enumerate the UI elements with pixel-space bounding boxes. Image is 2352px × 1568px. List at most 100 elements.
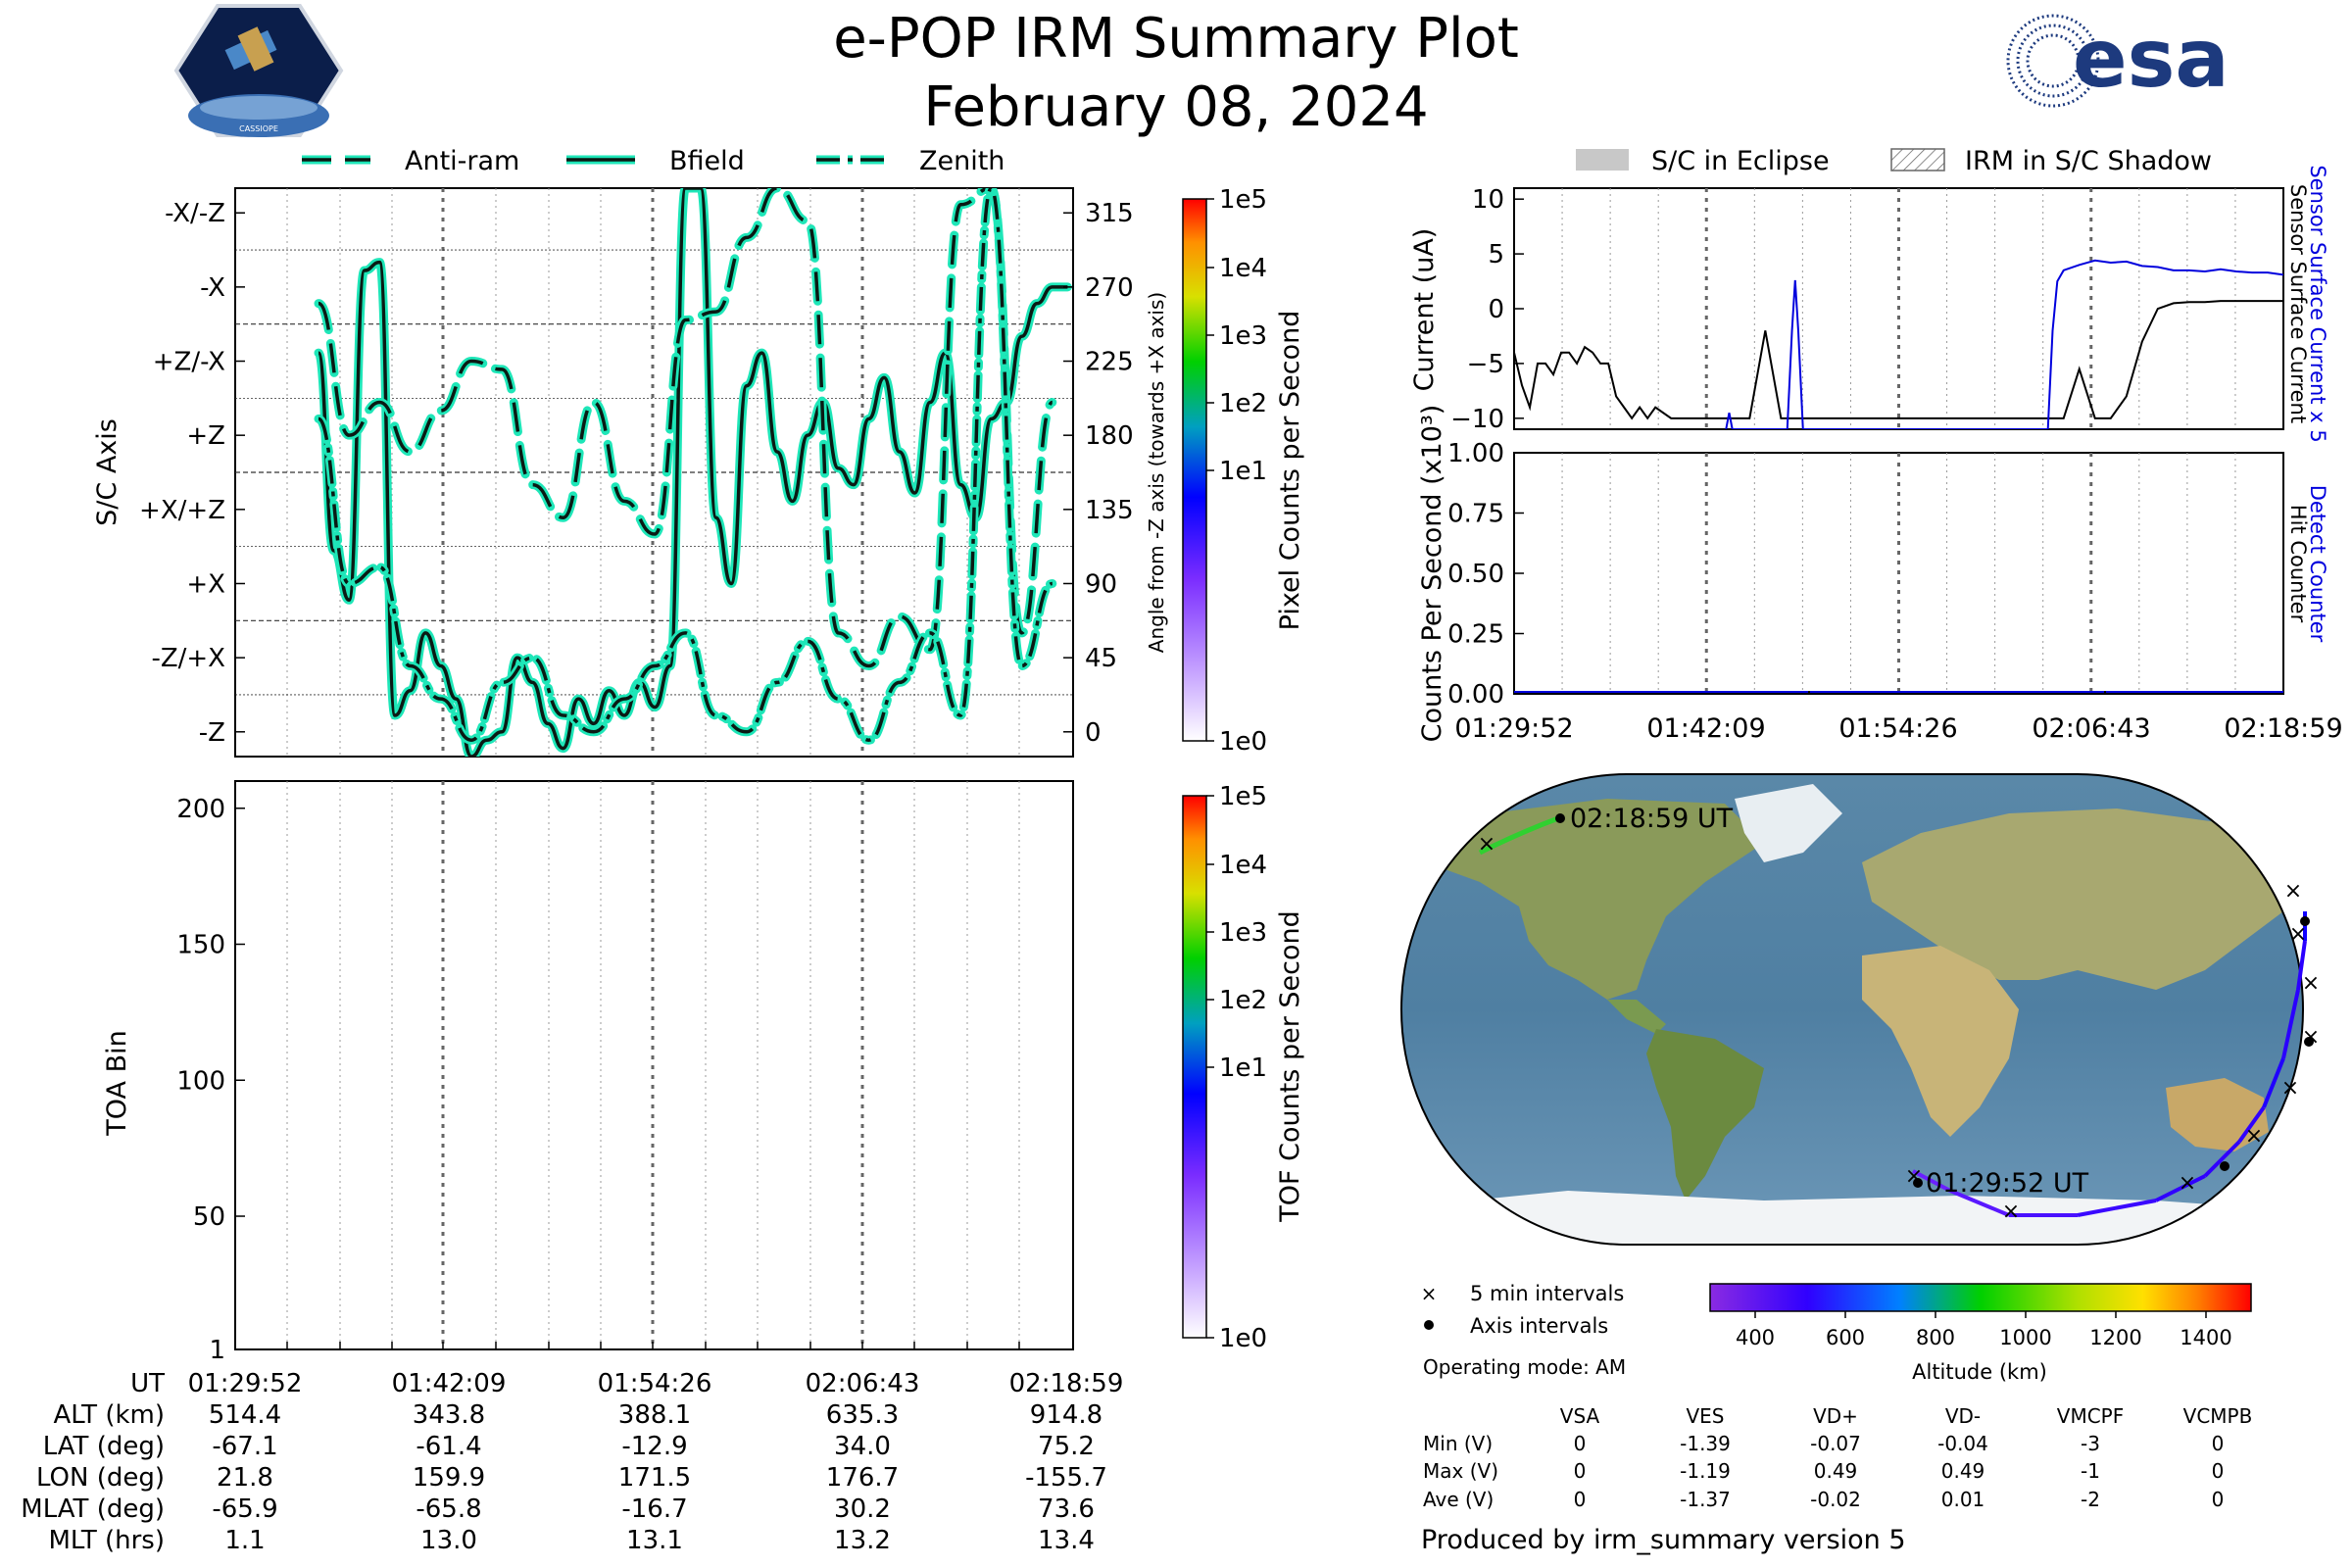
land-central-america bbox=[1607, 1000, 1666, 1034]
shadow-legend-label: IRM in S/C Shadow bbox=[1965, 146, 2212, 176]
ephemeris-cell: 514.4 bbox=[209, 1400, 281, 1430]
attitude-axis-label: -X/-Z bbox=[165, 199, 225, 228]
five-min-marker-icon: × bbox=[1421, 1282, 1438, 1305]
tof-colorbar-label: TOF Counts per Second bbox=[1275, 910, 1305, 1223]
axis-marker bbox=[1555, 813, 1565, 823]
map-frame bbox=[1400, 773, 2304, 1246]
altitude-tick-label: 400 bbox=[1736, 1326, 1775, 1349]
orbit-segment-end bbox=[1478, 815, 1559, 856]
ephemeris-cell: 343.8 bbox=[413, 1400, 485, 1430]
orbit-track: ×××××××××× bbox=[1478, 813, 2320, 1224]
voltage-row-label: Min (V) bbox=[1423, 1432, 1493, 1455]
voltage-row-label: Ave (V) bbox=[1423, 1488, 1494, 1511]
attitude-angle-label: 180 bbox=[1085, 421, 1134, 451]
attitude-legend-label: Zenith bbox=[919, 146, 1004, 176]
ephemeris-cell: -67.1 bbox=[212, 1432, 277, 1461]
axis-marker-icon bbox=[1424, 1320, 1434, 1330]
ephemeris-cell: 13.2 bbox=[834, 1526, 891, 1555]
five-min-marker: × bbox=[2179, 1171, 2196, 1196]
ephemeris-cell: 02:06:43 bbox=[806, 1369, 920, 1398]
operating-mode: Operating mode: AM bbox=[1423, 1355, 1626, 1379]
counts-xtick-label: 02:06:43 bbox=[2032, 713, 2150, 744]
current-series-line bbox=[1514, 300, 2283, 420]
map-legend: × 5 min intervals Axis intervals Operati… bbox=[1421, 1282, 1626, 1379]
ephemeris-cell: 13.1 bbox=[626, 1526, 683, 1555]
current-series-line bbox=[1725, 259, 2283, 429]
voltage-header: VES bbox=[1686, 1404, 1724, 1428]
ephemeris-cell: 75.2 bbox=[1038, 1432, 1095, 1461]
counts-xtick-label: 02:18:59 bbox=[2224, 713, 2342, 744]
esa-logo-text: esa bbox=[2073, 13, 2230, 106]
ephemeris-cell: 21.8 bbox=[217, 1463, 273, 1493]
land-south-america bbox=[1646, 1029, 1764, 1200]
altitude-ticks: 400 600 800 1000 1200 1400 bbox=[1736, 1311, 2232, 1349]
tof-ytick-label: 50 bbox=[193, 1202, 225, 1232]
pixel-colorbar: 1e5 1e4 1e3 1e2 1e1 1e0 Pixel Counts per Seco… bbox=[1182, 185, 1305, 757]
tof-panel: 200 150 100 50 1 TOA Bin bbox=[102, 780, 1074, 1365]
counts-xticks: 01:29:52 01:42:09 01:54:26 02:06:43 02:18:59 bbox=[1454, 713, 2342, 744]
ephemeris-cell: -12.9 bbox=[621, 1432, 687, 1461]
five-min-marker: × bbox=[2289, 922, 2307, 947]
map-end-label: 02:18:59 UT bbox=[1570, 804, 1734, 834]
ephemeris-cell: 1.1 bbox=[224, 1526, 265, 1555]
counts-right-label-black: Hit Counter bbox=[2286, 505, 2310, 623]
ephemeris-cell: 01:29:52 bbox=[188, 1369, 303, 1398]
colorbar-tick-label: 1e0 bbox=[1219, 727, 1267, 757]
voltage-cell: -0.04 bbox=[1937, 1432, 1988, 1455]
colorbar-tick-label: 1e4 bbox=[1219, 851, 1267, 880]
tof-grid bbox=[286, 781, 1020, 1349]
ephemeris-cell: 159.9 bbox=[413, 1463, 485, 1493]
orbit-segment bbox=[2077, 1199, 2157, 1217]
altitude-tick-label: 1000 bbox=[1999, 1326, 2051, 1349]
orbit-segment bbox=[2296, 940, 2307, 991]
colorbar-tick-label: 1e2 bbox=[1219, 986, 1267, 1015]
attitude-angle-label: 135 bbox=[1085, 496, 1134, 525]
attitude-series-line bbox=[318, 188, 1054, 742]
altitude-tick-label: 1200 bbox=[2089, 1326, 2141, 1349]
voltage-header: VMCPF bbox=[2057, 1404, 2124, 1428]
voltage-cell: 0.49 bbox=[1814, 1459, 1858, 1483]
counts-panel: 1.00 0.75 0.50 0.25 0.00 Counts Per Second (… bbox=[1417, 405, 2343, 744]
ephemeris-cell: 176.7 bbox=[826, 1463, 899, 1493]
tof-yticks: 200 150 100 50 1 bbox=[176, 795, 245, 1365]
ephemeris-cell: 388.1 bbox=[618, 1400, 691, 1430]
voltage-cell: 0 bbox=[2212, 1432, 2225, 1455]
current-right-label-blue: Sensor Surface Current x 5 bbox=[2306, 165, 2329, 442]
ephemeris-cell: -65.8 bbox=[416, 1494, 481, 1524]
counts-ytick-label: 0.50 bbox=[1447, 560, 1504, 589]
page-title: e-POP IRM Summary Plot bbox=[833, 7, 1519, 71]
attitude-angle-labels: 0 45 90 135 180 225 270 315 bbox=[1063, 199, 1134, 748]
ephemeris-cell: 171.5 bbox=[618, 1463, 691, 1493]
ephemeris-cell: 13.4 bbox=[1038, 1526, 1095, 1555]
altitude-tick-label: 1400 bbox=[2180, 1326, 2231, 1349]
five-min-marker: × bbox=[2281, 1076, 2299, 1101]
current-yticks: 10 5 0 −5 −10 bbox=[1450, 185, 1524, 434]
attitude-axis-label: -X bbox=[200, 273, 225, 303]
attitude-angle-label: 270 bbox=[1085, 273, 1134, 303]
current-ytick-label: 5 bbox=[1488, 240, 1504, 270]
land-greenland bbox=[1735, 784, 1842, 862]
voltage-row-label: Max (V) bbox=[1423, 1459, 1498, 1483]
attitude-axis-label: +Z/-X bbox=[153, 348, 225, 377]
ephemeris-cell: 635.3 bbox=[826, 1400, 899, 1430]
attitude-axis-label: +Z bbox=[186, 421, 225, 451]
colorbar-tick-label: 1e1 bbox=[1219, 1054, 1267, 1083]
voltage-cell: 0 bbox=[2212, 1488, 2225, 1511]
page-date: February 08, 2024 bbox=[923, 75, 1428, 139]
voltage-cell: 0 bbox=[1574, 1432, 1587, 1455]
pixel-colorbar-label: Pixel Counts per Second bbox=[1275, 311, 1305, 631]
shadow-legend-swatch bbox=[1890, 148, 1945, 172]
footer-text: Produced by irm_summary version 5 bbox=[1421, 1525, 1906, 1555]
ephemeris-cell: 01:54:26 bbox=[598, 1369, 712, 1398]
attitude-legend-label: Anti-ram bbox=[405, 146, 519, 176]
tof-ytick-label: 1 bbox=[209, 1336, 225, 1365]
tof-colorbar: 1e5 1e4 1e3 1e2 1e1 1e0 TOF Counts per Second bbox=[1182, 782, 1305, 1353]
five-min-marker: × bbox=[2284, 879, 2302, 904]
voltage-header: VSA bbox=[1560, 1404, 1600, 1428]
orbit-segment bbox=[2237, 1105, 2266, 1144]
counts-grid bbox=[1561, 453, 2236, 694]
voltage-cell: 0 bbox=[1574, 1459, 1587, 1483]
colorbar-tick-label: 1e2 bbox=[1219, 389, 1267, 418]
